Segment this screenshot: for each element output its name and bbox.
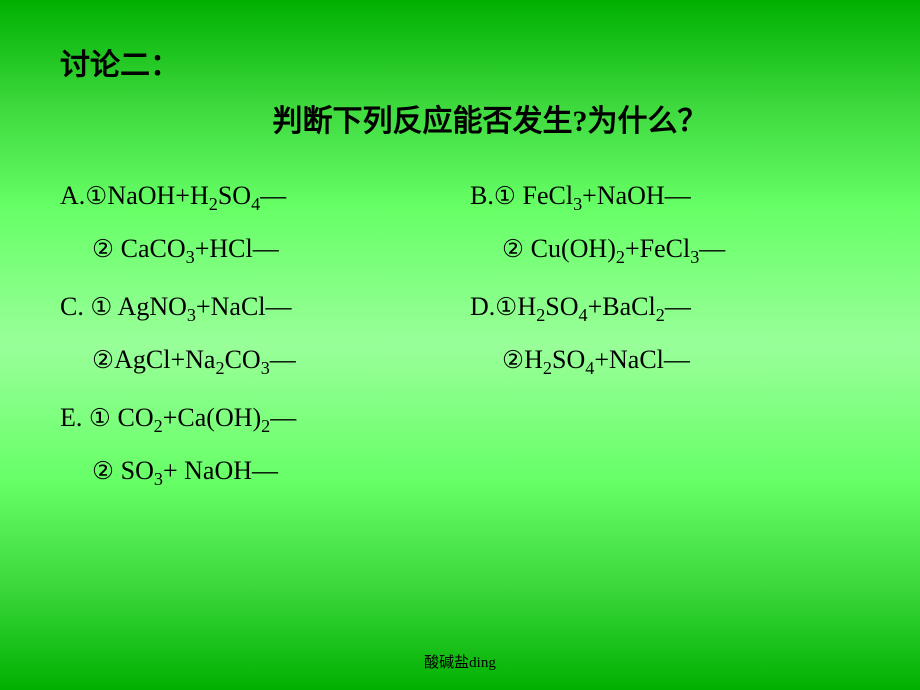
group-c: C. ① AgNO3+NaCl— ②AgCl+Na2CO3— bbox=[60, 281, 450, 386]
group-e: E. ① CO2+Ca(OH)2— ② SO3+ NaOH— bbox=[60, 392, 450, 497]
formula-e1b: +Ca(OH) bbox=[163, 403, 261, 432]
prefix-a: A. bbox=[60, 181, 85, 210]
discussion-heading: 讨论二： bbox=[60, 40, 860, 84]
num-b1: ① bbox=[494, 183, 516, 210]
reaction-a2: ② CaCO3+HCl— bbox=[60, 223, 450, 276]
num-a1: ① bbox=[85, 183, 107, 210]
prefix-d: D. bbox=[470, 292, 495, 321]
sub-e1a: 2 bbox=[154, 417, 163, 437]
sub-d2b: 4 bbox=[585, 358, 594, 378]
num-e1: ① bbox=[89, 405, 111, 432]
formula-a2a: CaCO bbox=[114, 234, 186, 263]
prefix-c: C. bbox=[60, 292, 90, 321]
sub-b2b: 3 bbox=[690, 247, 699, 267]
sub-d1b: 4 bbox=[579, 305, 588, 325]
reaction-c2: ②AgCl+Na2CO3— bbox=[60, 334, 450, 387]
num-a2: ② bbox=[92, 236, 114, 263]
formula-d2b: SO bbox=[552, 345, 585, 374]
formula-a1b: SO bbox=[218, 181, 251, 210]
dash-a1: — bbox=[260, 181, 286, 210]
sub-c2b: 3 bbox=[261, 358, 270, 378]
footer-text: 酸碱盐ding bbox=[424, 651, 496, 672]
dash-c2: — bbox=[270, 345, 296, 374]
sub-b2a: 2 bbox=[616, 247, 625, 267]
dash-d1: — bbox=[665, 292, 691, 321]
dash-b2: — bbox=[699, 234, 725, 263]
formula-b1b: +NaOH— bbox=[582, 181, 691, 210]
sub-b1a: 3 bbox=[573, 194, 582, 214]
reaction-c1: C. ① AgNO3+NaCl— bbox=[60, 281, 450, 334]
formula-d1c: +BaCl bbox=[588, 292, 656, 321]
formula-e2a: SO bbox=[114, 456, 154, 485]
formula-c1a: AgNO bbox=[112, 292, 186, 321]
sub-a1b: 4 bbox=[251, 194, 260, 214]
reaction-e1: E. ① CO2+Ca(OH)2— bbox=[60, 392, 450, 445]
formula-b1a: FeCl bbox=[516, 181, 573, 210]
formula-a2b: +HCl— bbox=[195, 234, 279, 263]
formula-e2b: + NaOH— bbox=[163, 456, 278, 485]
sub-d2a: 2 bbox=[543, 358, 552, 378]
reaction-d2: ②H2SO4+NaCl— bbox=[470, 334, 860, 387]
reaction-b1: B.① FeCl3+NaOH— bbox=[470, 170, 860, 223]
formula-b2b: +FeCl bbox=[625, 234, 690, 263]
sub-c1a: 3 bbox=[187, 305, 196, 325]
prefix-b: B. bbox=[470, 181, 494, 210]
sub-a2a: 3 bbox=[186, 247, 195, 267]
formula-d1a: H bbox=[517, 292, 536, 321]
sub-a1a: 2 bbox=[209, 194, 218, 214]
formula-c1b: +NaCl— bbox=[196, 292, 292, 321]
formula-d2a: H bbox=[524, 345, 543, 374]
formula-e1a: CO bbox=[111, 403, 154, 432]
reaction-a1: A.①NaOH+H2SO4— bbox=[60, 170, 450, 223]
reaction-e2: ② SO3+ NaOH— bbox=[60, 445, 450, 498]
reaction-b2: ② Cu(OH)2+FeCl3— bbox=[470, 223, 860, 276]
sub-d1c: 2 bbox=[656, 305, 665, 325]
group-b: B.① FeCl3+NaOH— ② Cu(OH)2+FeCl3— bbox=[470, 170, 860, 275]
formula-a1a: NaOH+H bbox=[107, 181, 208, 210]
num-e2: ② bbox=[92, 458, 114, 485]
num-d1: ① bbox=[495, 294, 517, 321]
formula-c2a: AgCl+Na bbox=[114, 345, 215, 374]
formula-d2c: +NaCl— bbox=[594, 345, 690, 374]
sub-e1b: 2 bbox=[261, 417, 270, 437]
num-c2: ② bbox=[92, 347, 114, 374]
formula-d1b: SO bbox=[545, 292, 578, 321]
reactions-grid: A.①NaOH+H2SO4— ② CaCO3+HCl— B.① FeCl3+Na… bbox=[60, 170, 860, 504]
num-c1: ① bbox=[90, 294, 112, 321]
group-d: D.①H2SO4+BaCl2— ②H2SO4+NaCl— bbox=[470, 281, 860, 386]
formula-b2a: Cu(OH) bbox=[524, 234, 616, 263]
sub-d1a: 2 bbox=[536, 305, 545, 325]
question-title: 判断下列反应能否发生?为什么？ bbox=[120, 96, 860, 140]
formula-c2b: CO bbox=[225, 345, 261, 374]
sub-c2a: 2 bbox=[215, 358, 224, 378]
sub-e2a: 3 bbox=[154, 469, 163, 489]
reaction-d1: D.①H2SO4+BaCl2— bbox=[470, 281, 860, 334]
num-d2: ② bbox=[502, 347, 524, 374]
group-a: A.①NaOH+H2SO4— ② CaCO3+HCl— bbox=[60, 170, 450, 275]
num-b2: ② bbox=[502, 236, 524, 263]
dash-e1: — bbox=[270, 403, 296, 432]
prefix-e: E. bbox=[60, 403, 89, 432]
